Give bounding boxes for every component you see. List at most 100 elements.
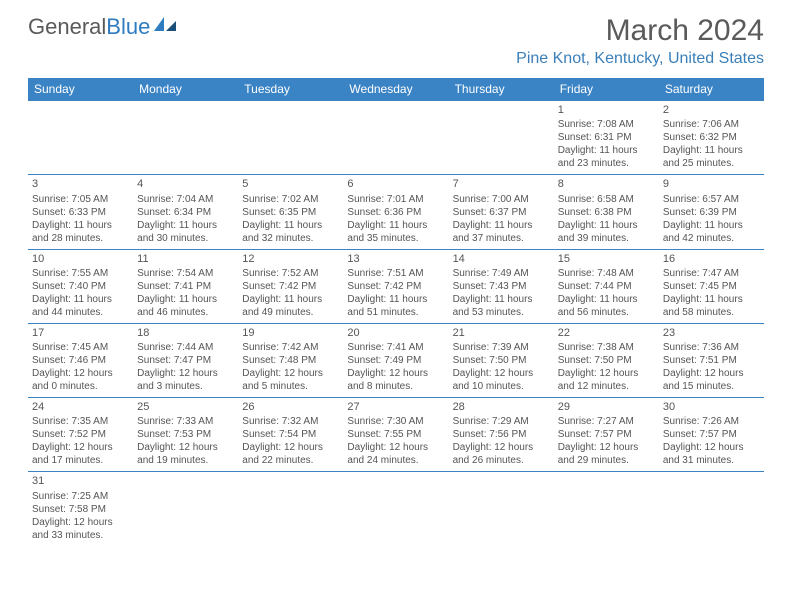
location-subtitle: Pine Knot, Kentucky, United States xyxy=(516,50,764,68)
daylight-text: and 23 minutes. xyxy=(558,157,655,170)
daylight-text: Daylight: 12 hours xyxy=(663,441,760,454)
calendar-day-cell: 3Sunrise: 7:05 AMSunset: 6:33 PMDaylight… xyxy=(28,175,133,249)
sunrise-text: Sunrise: 7:33 AM xyxy=(137,415,234,428)
daylight-text: Daylight: 12 hours xyxy=(32,441,129,454)
daylight-text: Daylight: 11 hours xyxy=(137,219,234,232)
day-number: 12 xyxy=(242,252,339,266)
day-number: 14 xyxy=(453,252,550,266)
sunset-text: Sunset: 7:41 PM xyxy=(137,280,234,293)
sunset-text: Sunset: 7:42 PM xyxy=(242,280,339,293)
calendar-day-cell: 31Sunrise: 7:25 AMSunset: 7:58 PMDayligh… xyxy=(28,472,133,546)
sunrise-text: Sunrise: 7:36 AM xyxy=(663,341,760,354)
calendar-day-cell: 5Sunrise: 7:02 AMSunset: 6:35 PMDaylight… xyxy=(238,175,343,249)
calendar-day-cell: 10Sunrise: 7:55 AMSunset: 7:40 PMDayligh… xyxy=(28,249,133,323)
calendar-week-row: 17Sunrise: 7:45 AMSunset: 7:46 PMDayligh… xyxy=(28,323,764,397)
sunrise-text: Sunrise: 7:35 AM xyxy=(32,415,129,428)
daylight-text: Daylight: 11 hours xyxy=(453,293,550,306)
calendar-week-row: 3Sunrise: 7:05 AMSunset: 6:33 PMDaylight… xyxy=(28,175,764,249)
daylight-text: Daylight: 12 hours xyxy=(32,367,129,380)
daylight-text: and 5 minutes. xyxy=(242,380,339,393)
daylight-text: and 53 minutes. xyxy=(453,306,550,319)
dow-friday: Friday xyxy=(554,78,659,101)
sunrise-text: Sunrise: 7:02 AM xyxy=(242,193,339,206)
daylight-text: and 31 minutes. xyxy=(663,454,760,467)
day-number: 2 xyxy=(663,103,760,117)
calendar-day-cell: 4Sunrise: 7:04 AMSunset: 6:34 PMDaylight… xyxy=(133,175,238,249)
calendar-day-cell: 7Sunrise: 7:00 AMSunset: 6:37 PMDaylight… xyxy=(449,175,554,249)
sunrise-text: Sunrise: 7:01 AM xyxy=(347,193,444,206)
calendar-day-cell xyxy=(659,472,764,546)
sunrise-text: Sunrise: 7:51 AM xyxy=(347,267,444,280)
daylight-text: and 51 minutes. xyxy=(347,306,444,319)
sunset-text: Sunset: 7:55 PM xyxy=(347,428,444,441)
calendar-day-cell: 14Sunrise: 7:49 AMSunset: 7:43 PMDayligh… xyxy=(449,249,554,323)
daylight-text: Daylight: 12 hours xyxy=(558,367,655,380)
sunrise-text: Sunrise: 7:08 AM xyxy=(558,118,655,131)
daylight-text: Daylight: 11 hours xyxy=(347,293,444,306)
calendar-day-cell xyxy=(554,472,659,546)
sunrise-text: Sunrise: 7:05 AM xyxy=(32,193,129,206)
daylight-text: and 19 minutes. xyxy=(137,454,234,467)
sunrise-text: Sunrise: 7:41 AM xyxy=(347,341,444,354)
header: GeneralBlue March 2024 Pine Knot, Kentuc… xyxy=(0,0,792,72)
day-number: 20 xyxy=(347,326,444,340)
daylight-text: Daylight: 11 hours xyxy=(558,219,655,232)
daylight-text: and 0 minutes. xyxy=(32,380,129,393)
sunrise-text: Sunrise: 7:54 AM xyxy=(137,267,234,280)
daylight-text: and 26 minutes. xyxy=(453,454,550,467)
sunset-text: Sunset: 7:45 PM xyxy=(663,280,760,293)
sunset-text: Sunset: 6:32 PM xyxy=(663,131,760,144)
day-number: 28 xyxy=(453,400,550,414)
logo-text-2: Blue xyxy=(106,14,150,40)
sunset-text: Sunset: 7:43 PM xyxy=(453,280,550,293)
day-number: 10 xyxy=(32,252,129,266)
day-number: 30 xyxy=(663,400,760,414)
sunrise-text: Sunrise: 7:32 AM xyxy=(242,415,339,428)
title-block: March 2024 Pine Knot, Kentucky, United S… xyxy=(516,14,764,68)
calendar-day-cell: 24Sunrise: 7:35 AMSunset: 7:52 PMDayligh… xyxy=(28,398,133,472)
daylight-text: and 56 minutes. xyxy=(558,306,655,319)
day-number: 9 xyxy=(663,177,760,191)
calendar-day-cell: 11Sunrise: 7:54 AMSunset: 7:41 PMDayligh… xyxy=(133,249,238,323)
calendar-day-cell xyxy=(343,472,448,546)
dow-wednesday: Wednesday xyxy=(343,78,448,101)
calendar-day-cell: 16Sunrise: 7:47 AMSunset: 7:45 PMDayligh… xyxy=(659,249,764,323)
dow-monday: Monday xyxy=(133,78,238,101)
day-number: 17 xyxy=(32,326,129,340)
sunset-text: Sunset: 6:39 PM xyxy=(663,206,760,219)
daylight-text: Daylight: 12 hours xyxy=(242,441,339,454)
daylight-text: and 44 minutes. xyxy=(32,306,129,319)
calendar-day-cell xyxy=(238,101,343,175)
daylight-text: and 22 minutes. xyxy=(242,454,339,467)
daylight-text: Daylight: 12 hours xyxy=(137,441,234,454)
daylight-text: Daylight: 12 hours xyxy=(242,367,339,380)
sunset-text: Sunset: 7:48 PM xyxy=(242,354,339,367)
daylight-text: Daylight: 11 hours xyxy=(663,144,760,157)
daylight-text: Daylight: 11 hours xyxy=(558,144,655,157)
daylight-text: and 35 minutes. xyxy=(347,232,444,245)
daylight-text: Daylight: 11 hours xyxy=(453,219,550,232)
day-number: 25 xyxy=(137,400,234,414)
daylight-text: and 49 minutes. xyxy=(242,306,339,319)
calendar-day-cell: 2Sunrise: 7:06 AMSunset: 6:32 PMDaylight… xyxy=(659,101,764,175)
logo: GeneralBlue xyxy=(28,14,178,40)
sunrise-text: Sunrise: 6:57 AM xyxy=(663,193,760,206)
day-number: 16 xyxy=(663,252,760,266)
calendar-day-cell xyxy=(28,101,133,175)
sunset-text: Sunset: 6:38 PM xyxy=(558,206,655,219)
sunrise-text: Sunrise: 7:55 AM xyxy=(32,267,129,280)
calendar-day-cell: 27Sunrise: 7:30 AMSunset: 7:55 PMDayligh… xyxy=(343,398,448,472)
sunset-text: Sunset: 6:33 PM xyxy=(32,206,129,219)
sunrise-text: Sunrise: 7:29 AM xyxy=(453,415,550,428)
sunset-text: Sunset: 7:47 PM xyxy=(137,354,234,367)
calendar-day-cell: 12Sunrise: 7:52 AMSunset: 7:42 PMDayligh… xyxy=(238,249,343,323)
calendar-day-cell: 19Sunrise: 7:42 AMSunset: 7:48 PMDayligh… xyxy=(238,323,343,397)
calendar-week-row: 1Sunrise: 7:08 AMSunset: 6:31 PMDaylight… xyxy=(28,101,764,175)
weekday-header-row: Sunday Monday Tuesday Wednesday Thursday… xyxy=(28,78,764,101)
daylight-text: Daylight: 12 hours xyxy=(347,441,444,454)
day-number: 13 xyxy=(347,252,444,266)
calendar-day-cell: 17Sunrise: 7:45 AMSunset: 7:46 PMDayligh… xyxy=(28,323,133,397)
calendar-day-cell xyxy=(238,472,343,546)
sunrise-text: Sunrise: 7:52 AM xyxy=(242,267,339,280)
sunset-text: Sunset: 7:54 PM xyxy=(242,428,339,441)
